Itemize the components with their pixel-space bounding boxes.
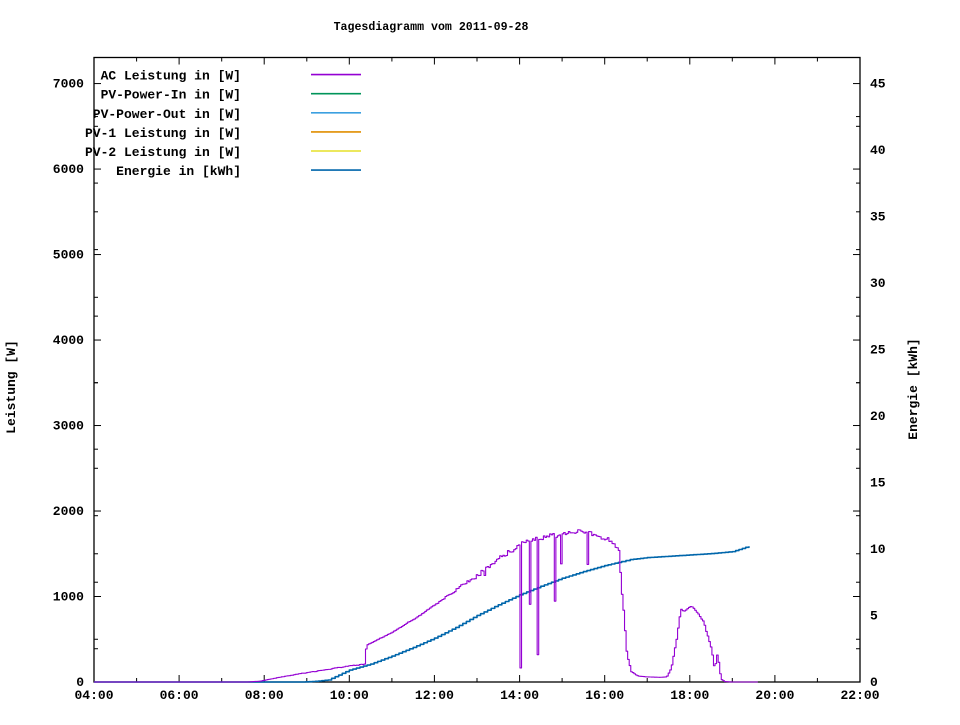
svg-text:PV-Power-Out in [W]: PV-Power-Out in [W] [93, 107, 241, 122]
svg-text:1000: 1000 [53, 590, 84, 605]
svg-text:18:00: 18:00 [670, 688, 709, 703]
svg-text:AC Leistung in [W]: AC Leistung in [W] [101, 69, 241, 84]
svg-text:Energie [kWh]: Energie [kWh] [906, 338, 921, 439]
svg-text:08:00: 08:00 [245, 688, 284, 703]
svg-text:Energie in [kWh]: Energie in [kWh] [116, 164, 241, 179]
svg-text:45: 45 [870, 76, 886, 91]
svg-text:5: 5 [870, 608, 878, 623]
svg-text:20:00: 20:00 [755, 688, 794, 703]
svg-text:06:00: 06:00 [160, 688, 199, 703]
svg-text:04:00: 04:00 [74, 688, 113, 703]
svg-text:PV-Power-In in [W]: PV-Power-In in [W] [101, 88, 241, 103]
svg-text:6000: 6000 [53, 162, 84, 177]
svg-text:20: 20 [870, 409, 886, 424]
svg-text:40: 40 [870, 143, 886, 158]
svg-text:PV-1 Leistung in [W]: PV-1 Leistung in [W] [85, 126, 241, 141]
svg-text:3000: 3000 [53, 419, 84, 434]
svg-text:30: 30 [870, 276, 886, 291]
svg-text:35: 35 [870, 209, 886, 224]
svg-text:4000: 4000 [53, 333, 84, 348]
svg-text:7000: 7000 [53, 77, 84, 92]
svg-text:Tagesdiagramm vom 2011-09-28: Tagesdiagramm vom 2011-09-28 [334, 21, 529, 34]
svg-text:10: 10 [870, 542, 886, 557]
svg-text:15: 15 [870, 475, 886, 490]
svg-text:Leistung [W]: Leistung [W] [4, 340, 19, 434]
svg-text:14:00: 14:00 [500, 688, 539, 703]
svg-text:25: 25 [870, 342, 886, 357]
svg-text:5000: 5000 [53, 248, 84, 263]
svg-text:PV-2 Leistung in [W]: PV-2 Leistung in [W] [85, 145, 241, 160]
svg-text:22:00: 22:00 [840, 688, 879, 703]
svg-text:12:00: 12:00 [415, 688, 454, 703]
svg-text:2000: 2000 [53, 504, 84, 519]
svg-text:10:00: 10:00 [330, 688, 369, 703]
svg-text:16:00: 16:00 [585, 688, 624, 703]
